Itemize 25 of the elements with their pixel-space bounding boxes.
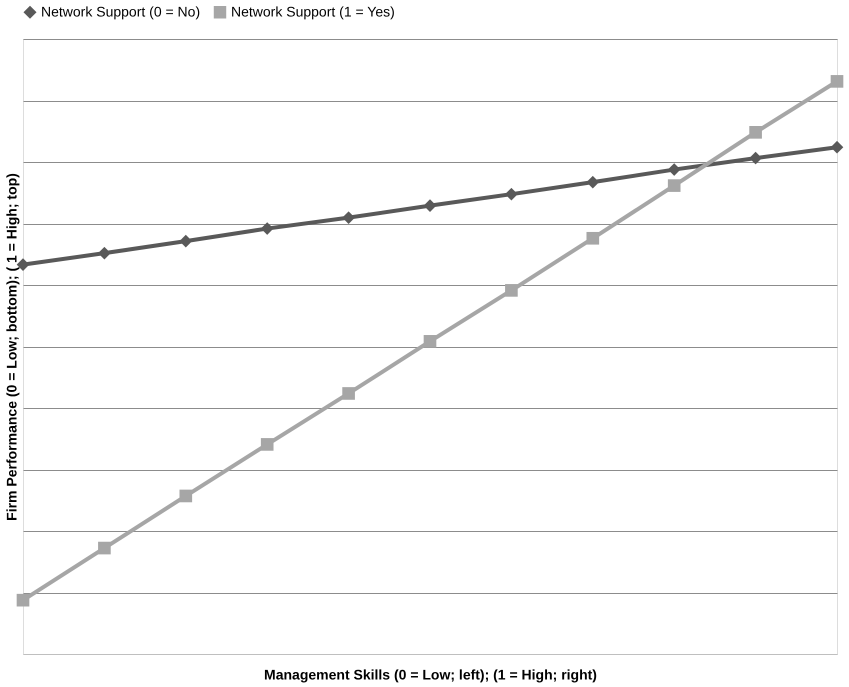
point (830, 75, 844, 88)
point (505, 188, 518, 201)
point (749, 152, 762, 164)
y-axis-title: Firm Performance (0 = Low; bottom); ( 1 = High; top) (4, 173, 20, 521)
point (424, 335, 436, 348)
point (179, 490, 192, 502)
point (749, 126, 762, 139)
point (586, 176, 600, 188)
point (179, 234, 192, 248)
point (342, 387, 355, 400)
point (505, 284, 518, 297)
legend-label: Network Support (0 = No) (41, 3, 200, 20)
point (586, 232, 600, 245)
point (98, 542, 111, 554)
point (830, 140, 844, 154)
point (424, 199, 436, 212)
legend-label: Network Support (1 = Yes) (231, 3, 395, 20)
point (16, 594, 30, 606)
point (260, 438, 274, 451)
point (668, 179, 681, 192)
point (98, 246, 111, 260)
point (260, 222, 274, 235)
x-axis-title: Management Skills (0 = Low; left); (1 = High; right) (264, 666, 597, 682)
point (668, 163, 681, 176)
point (342, 211, 355, 224)
